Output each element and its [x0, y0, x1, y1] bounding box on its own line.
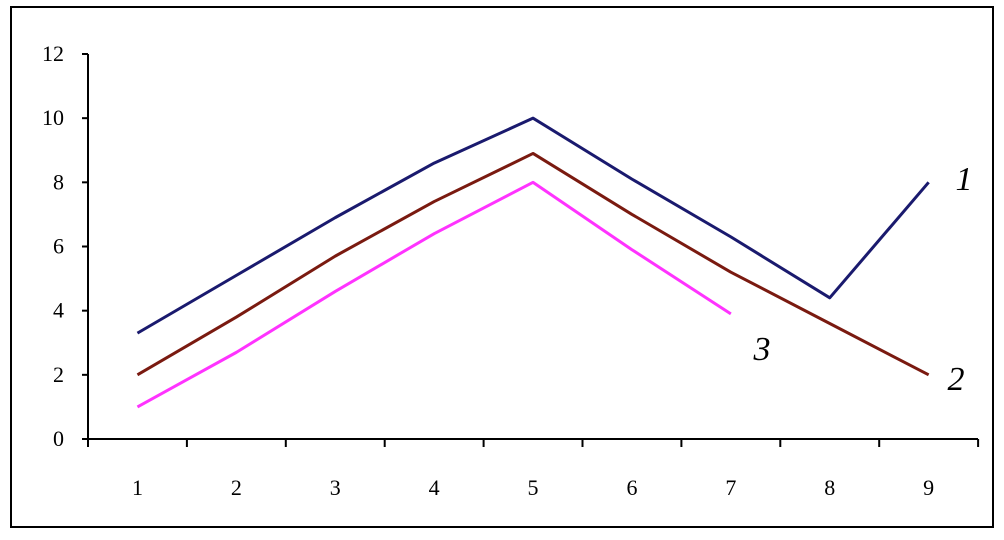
x-tick-label: 9 [923, 475, 934, 500]
y-tick-label: 10 [42, 105, 64, 130]
x-tick-label: 6 [626, 475, 637, 500]
x-tick-label: 3 [330, 475, 341, 500]
x-tick-label: 1 [132, 475, 143, 500]
x-tick-label: 8 [824, 475, 835, 500]
series-line-1 [136, 116, 930, 335]
x-tick-label: 7 [725, 475, 736, 500]
y-tick-label: 0 [53, 426, 64, 451]
y-tick-label: 4 [53, 298, 64, 323]
series-label-1: 1 [956, 161, 973, 198]
series-line-2 [136, 151, 930, 377]
series-label-2: 2 [948, 361, 965, 398]
y-tick-label: 6 [53, 234, 64, 259]
x-tick-label: 4 [429, 475, 440, 500]
series-line-3 [136, 180, 732, 409]
x-tick-label: 2 [231, 475, 242, 500]
x-tick-label: 5 [528, 475, 539, 500]
y-tick-label: 8 [53, 169, 64, 194]
series-label-3: 3 [753, 331, 771, 368]
chart-frame [10, 6, 994, 528]
y-tick-label: 12 [42, 41, 64, 66]
y-tick-label: 2 [53, 362, 64, 387]
